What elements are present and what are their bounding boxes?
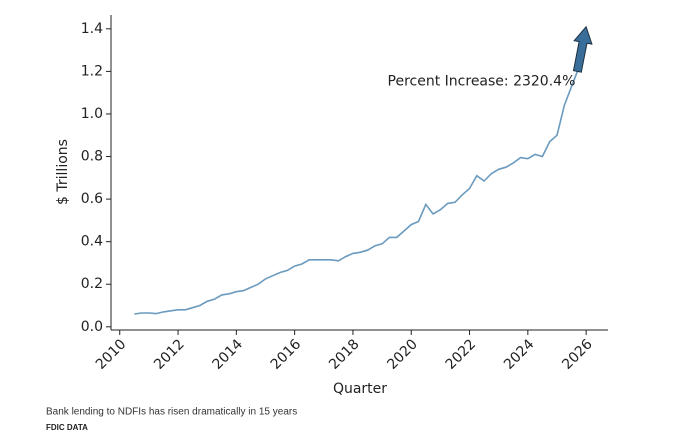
data-line (134, 71, 579, 315)
y-tick-label: 1.4 (81, 21, 103, 37)
y-tick-label: 0.2 (81, 276, 103, 292)
x-axis-label: Quarter (333, 381, 387, 397)
x-tick-label: 2024 (501, 336, 538, 373)
y-tick-label: 0.0 (81, 319, 103, 335)
annotation-arrow (572, 25, 593, 73)
source: FDIC DATA (46, 423, 88, 432)
y-tick-label: 0.8 (81, 149, 103, 165)
y-tick-label: 0.4 (81, 234, 103, 250)
x-tick-label: 2026 (559, 336, 596, 373)
y-axis-label: $ Trillions (55, 139, 71, 205)
x-tick-label: 2020 (384, 336, 421, 373)
y-tick-label: 1.0 (81, 106, 103, 122)
annotation-text: Percent Increase: 2320.4% (388, 73, 576, 89)
x-tick-label: 2022 (443, 336, 480, 373)
caption: Bank lending to NDFIs has risen dramatic… (46, 407, 297, 418)
x-tick-label: 2016 (268, 336, 305, 373)
x-tick-label: 2018 (326, 336, 363, 373)
y-tick-label: 1.2 (81, 63, 103, 79)
y-tick-label: 0.6 (81, 191, 103, 207)
x-tick-label: 2014 (209, 336, 246, 373)
x-tick-label: 2010 (93, 336, 130, 373)
x-tick-label: 2012 (151, 336, 188, 373)
